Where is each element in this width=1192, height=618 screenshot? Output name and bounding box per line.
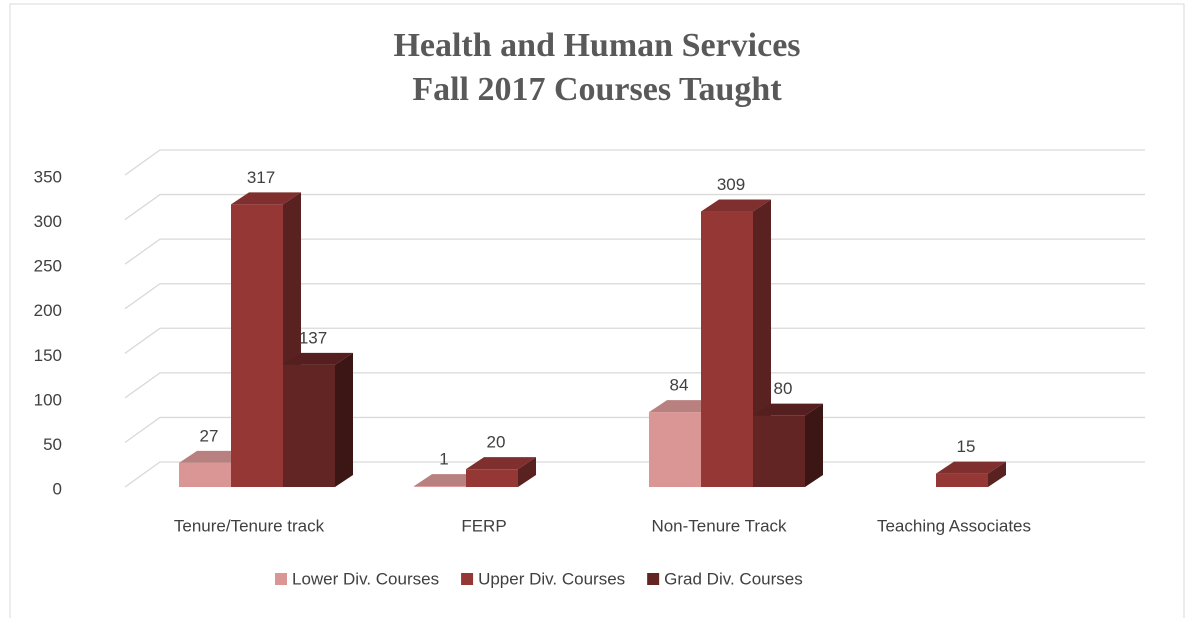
data-label: 1: [439, 450, 448, 469]
grid-line: [124, 238, 1145, 265]
y-tick-label: 0: [53, 479, 62, 498]
bar: [231, 204, 283, 487]
data-label: 27: [200, 426, 219, 445]
data-label: 137: [299, 328, 327, 347]
data-label: 84: [670, 376, 689, 395]
chart-border: [9, 3, 1185, 618]
bar-side: [518, 457, 536, 487]
bar: [179, 462, 231, 487]
bar: [283, 364, 335, 487]
bar: [414, 486, 466, 487]
chart-subtitle: Fall 2017 Courses Taught: [412, 71, 782, 108]
grid-line: [124, 372, 1145, 399]
legend-label: Lower Div. Courses: [292, 569, 439, 588]
bar-side: [335, 352, 353, 487]
legend-swatch: [647, 573, 660, 585]
bar-top: [936, 461, 1006, 474]
data-label: 80: [774, 379, 793, 398]
legend-swatch: [461, 573, 474, 585]
grid-line: [124, 149, 1145, 176]
grid-line: [124, 193, 1145, 221]
bar-side: [805, 403, 823, 487]
y-tick-label: 100: [34, 390, 62, 409]
y-tick-label: 50: [43, 435, 62, 454]
y-tick-label: 150: [34, 346, 62, 365]
bar-top: [753, 403, 823, 416]
bar-top: [466, 457, 536, 470]
bar: [649, 412, 701, 487]
x-tick-label: Non-Tenure Track: [651, 516, 787, 535]
legend-label: Grad Div. Courses: [664, 569, 803, 588]
data-label: 317: [247, 168, 275, 187]
x-tick-label: Tenure/Tenure track: [174, 516, 325, 535]
legend-label: Upper Div. Courses: [478, 569, 625, 588]
y-tick-label: 300: [34, 212, 62, 231]
y-tick-label: 250: [34, 257, 62, 276]
x-tick-label: Teaching Associates: [877, 516, 1031, 535]
chart-title: Health and Human Services: [393, 27, 800, 64]
grid-line: [124, 283, 1145, 310]
legend-swatch: [275, 573, 287, 585]
bar-top: [701, 199, 771, 212]
bar: [466, 469, 518, 487]
bar: [753, 415, 805, 487]
bar-top: [231, 192, 301, 205]
grid-line: [124, 327, 1145, 354]
bar: [701, 211, 753, 487]
x-tick-label: FERP: [461, 516, 506, 535]
bar-side: [988, 461, 1006, 487]
data-label: 20: [487, 433, 506, 452]
bar-top: [283, 352, 353, 365]
bar: [936, 473, 988, 487]
y-tick-label: 200: [34, 301, 62, 320]
y-tick-label: 350: [34, 167, 62, 186]
data-label: 309: [717, 175, 745, 194]
data-label: 15: [957, 437, 976, 456]
